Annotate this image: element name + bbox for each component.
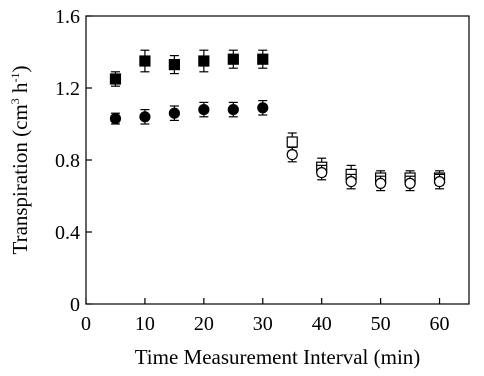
y-tick-label-1: 0.4 [55,222,80,244]
y-axis-label-prefix: Transpiration (cm [8,104,32,254]
data-point-1-1 [139,111,151,123]
series-0 [109,49,269,87]
data-point-1-4 [227,103,239,116]
y-tick-label-0: 0 [70,294,80,316]
x-axis-label: Time Measurement Interval (min) [135,345,421,369]
axis-ticks: 0 10 20 30 40 50 60 0 0.4 0.8 1.2 1.6 [55,6,450,335]
x-tick-label-2: 20 [194,313,214,335]
data-point-0-1 [139,55,151,67]
x-tick-label-5: 50 [371,313,391,335]
x-tick-label-4: 40 [312,313,332,335]
series-2 [286,132,446,186]
data-point-3-3 [375,177,387,189]
x-tick-label-3: 30 [253,313,273,335]
data-point-0-2 [168,58,180,71]
x-tick-label-0: 0 [81,313,91,335]
data-point-0-4 [227,53,239,65]
series-1 [109,99,269,125]
series-3 [286,146,446,192]
y-axis-label-suffix: ) [8,65,32,72]
data-point-0-3 [198,55,210,67]
data-point-3-0 [286,149,298,161]
data-point-0-5 [257,53,269,65]
y-axis-label-sup1: 3 [8,98,22,104]
x-tick-label-1: 10 [135,313,155,335]
y-axis-label: Transpiration (cm3 h-1) [8,65,32,254]
x-tick-label-6: 60 [430,313,450,335]
data-point-2-0 [286,136,298,148]
data-point-3-1 [316,167,328,179]
data-point-0-0 [109,73,122,85]
y-axis-label-sup2: -1 [8,72,22,82]
y-tick-label-3: 1.2 [55,78,80,100]
data-point-3-4 [404,177,416,189]
y-tick-label-2: 0.8 [55,150,80,172]
y-tick-label-4: 1.6 [55,6,80,28]
y-axis-label-mid: h [8,82,32,98]
data-points [109,49,446,192]
data-point-1-3 [198,103,210,116]
data-point-3-5 [433,176,446,188]
data-point-1-2 [168,107,180,119]
data-point-3-2 [345,176,357,188]
data-point-1-0 [109,112,122,125]
data-point-1-5 [257,102,269,114]
